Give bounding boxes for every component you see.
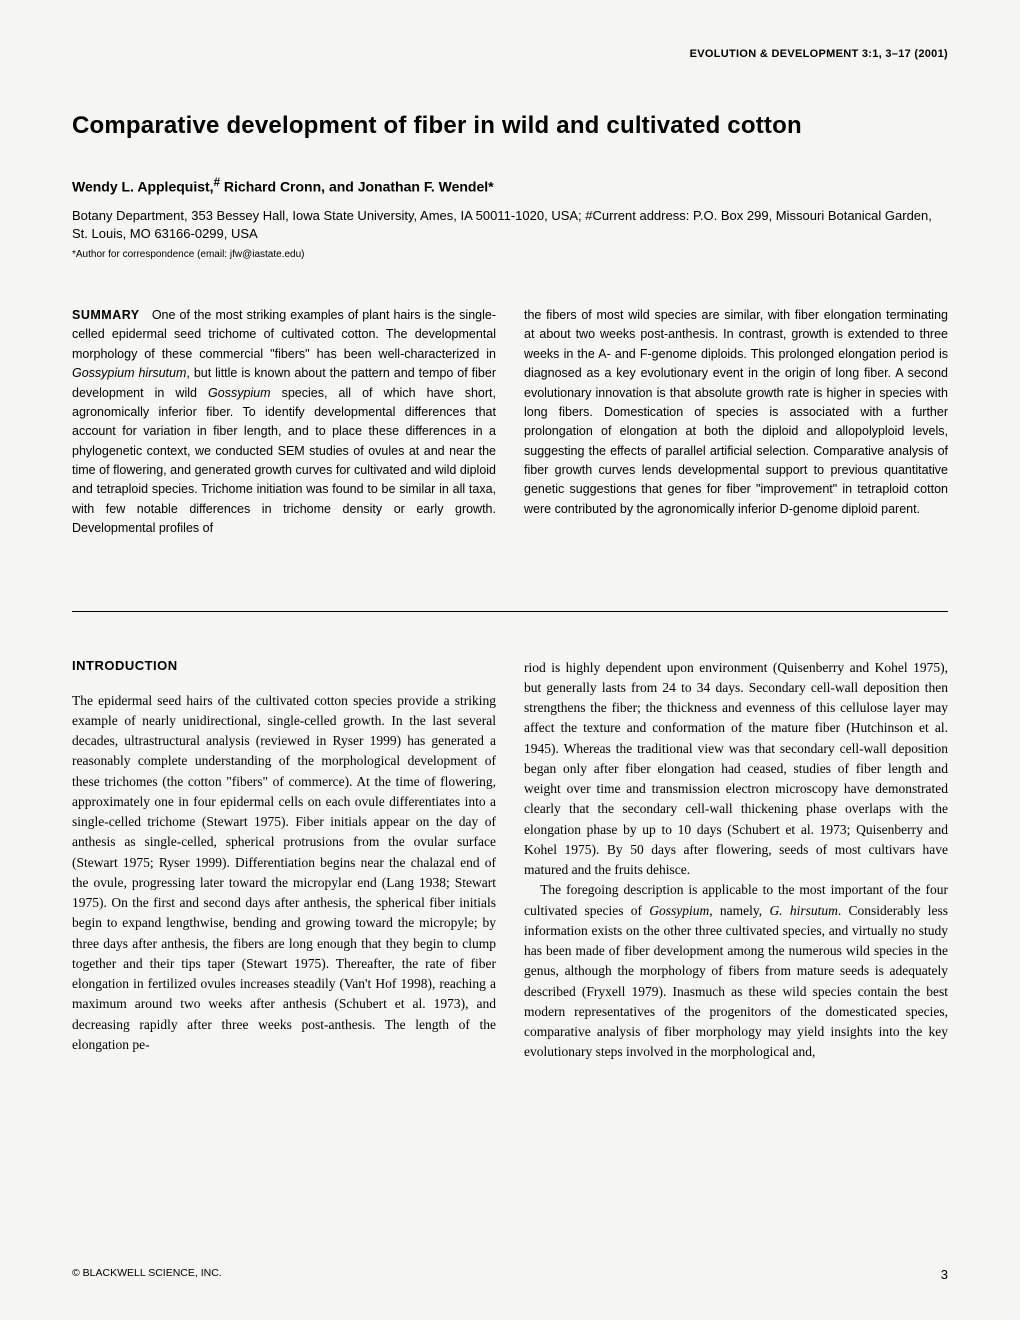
body-columns: INTRODUCTION The epidermal seed hairs of… [72,658,948,1063]
summary-block: SUMMARY One of the most striking example… [72,306,948,565]
intro-para-1: The epidermal seed hairs of the cultivat… [72,691,496,1056]
summary-left-column: SUMMARY One of the most striking example… [72,306,496,539]
journal-header: EVOLUTION & DEVELOPMENT 3:1, 3–17 (2001) [72,48,948,60]
intro-para-2a: riod is highly dependent upon environmen… [524,658,948,881]
body-right-column: riod is highly dependent upon environmen… [524,658,948,1063]
copyright-text: © BLACKWELL SCIENCE, INC. [72,1267,222,1282]
introduction-heading: INTRODUCTION [72,658,496,673]
page-footer: © BLACKWELL SCIENCE, INC. 3 [72,1267,948,1282]
summary-right-column: the fibers of most wild species are simi… [524,306,948,539]
body-left-column: INTRODUCTION The epidermal seed hairs of… [72,658,496,1063]
affiliation: Botany Department, 353 Bessey Hall, Iowa… [72,207,948,243]
authors-line: Wendy L. Applequist,# Richard Cronn, and… [72,176,948,195]
correspondence-note: *Author for correspondence (email: jfw@i… [72,249,948,260]
intro-para-2b: The foregoing description is applicable … [524,880,948,1062]
section-divider [72,611,948,612]
summary-label: SUMMARY [72,308,140,322]
article-title: Comparative development of fiber in wild… [72,112,948,140]
page-number: 3 [941,1267,948,1282]
